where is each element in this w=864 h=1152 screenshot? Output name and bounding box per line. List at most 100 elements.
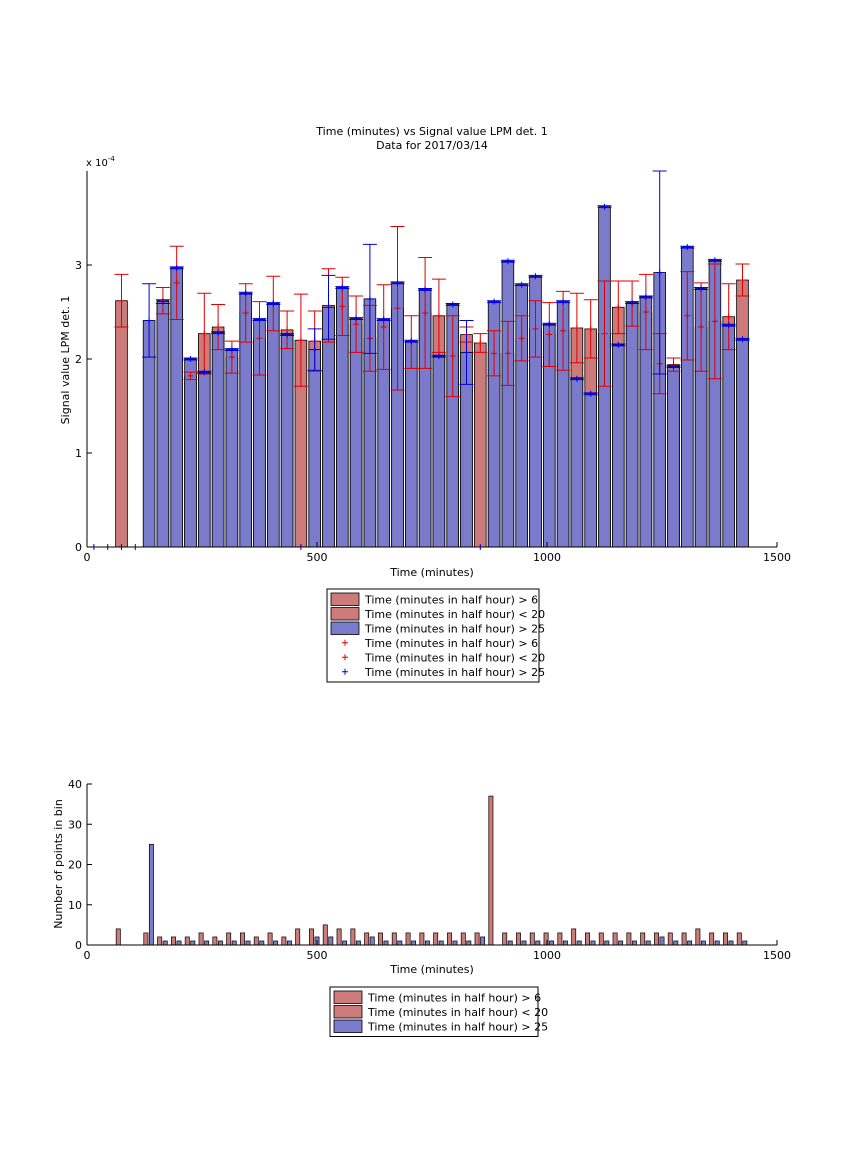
y-tick-label: 30 [68, 818, 82, 831]
bar [438, 940, 444, 946]
data-marker [739, 277, 746, 284]
bar [364, 932, 370, 946]
bar [273, 940, 279, 946]
bar [295, 928, 301, 946]
y-tick-label: 0 [75, 939, 82, 952]
chart-subtitle: Data for 2017/03/14 [376, 139, 488, 152]
bar [280, 334, 294, 548]
bar [328, 936, 334, 946]
data-marker [449, 301, 456, 308]
data-marker [532, 325, 539, 332]
bar [488, 795, 494, 946]
data-marker [394, 305, 401, 312]
data-marker [560, 327, 567, 334]
bar [659, 936, 665, 946]
data-marker [725, 322, 732, 329]
data-marker [242, 309, 249, 316]
data-marker [242, 290, 249, 297]
bar [115, 928, 121, 946]
data-marker [615, 341, 622, 348]
count-chart: 0 500 1000 1500 0 10 20 30 40 Time (minutes) Num… [52, 778, 791, 1037]
y-tick-label: 1 [75, 447, 82, 460]
bar [535, 940, 541, 946]
x-tick-label: 0 [84, 551, 91, 564]
legend-swatch [330, 592, 360, 606]
bar [245, 940, 251, 946]
legend-marker [342, 639, 348, 646]
legend-label: Time (minutes in half hour) < 20 [364, 608, 545, 621]
bar [217, 940, 223, 946]
data-marker [394, 279, 401, 286]
bar [584, 393, 597, 548]
data-marker [339, 284, 346, 291]
bar [557, 932, 563, 946]
data-marker [587, 325, 594, 332]
data-marker [504, 258, 511, 265]
bar [198, 932, 204, 946]
data-marker [325, 304, 332, 311]
x-tick-label: 0 [84, 949, 91, 962]
data-marker [532, 273, 539, 280]
legend-box [326, 588, 540, 683]
y-exponent-label: x 10-4 [86, 155, 115, 169]
bar [612, 932, 618, 946]
bar [322, 924, 328, 946]
data-marker [642, 293, 649, 300]
bar [253, 936, 259, 946]
bar [267, 303, 280, 548]
data-marker [573, 375, 580, 382]
bar [322, 306, 335, 548]
data-marker [146, 317, 153, 324]
data-marker [422, 286, 429, 293]
legend-label: Time (minutes in half hour) < 20 [367, 1006, 548, 1019]
data-marker [256, 335, 263, 342]
bar [225, 349, 239, 548]
data-marker [201, 369, 208, 376]
data-marker [353, 321, 360, 328]
bar [695, 928, 701, 946]
bar [176, 940, 182, 946]
data-marker [187, 372, 194, 379]
bar [640, 932, 646, 946]
bar [391, 932, 397, 946]
data-marker [491, 298, 498, 305]
bar [667, 366, 680, 548]
axes: 0 500 1000 1500 0 1 2 3 [75, 171, 791, 564]
data-marker [270, 300, 277, 307]
error-bars-group [90, 170, 750, 550]
data-marker [698, 324, 705, 331]
data-marker [380, 316, 387, 323]
bar [631, 940, 637, 946]
bar [432, 355, 446, 548]
bar [336, 928, 342, 946]
data-marker [518, 335, 525, 342]
data-marker [601, 203, 608, 210]
bar [576, 940, 582, 946]
data-marker [725, 313, 732, 320]
bar [709, 932, 715, 946]
legend-marker [342, 654, 348, 661]
bar [171, 936, 176, 946]
bar [722, 324, 735, 548]
x-tick-label: 500 [307, 551, 328, 564]
bar [736, 932, 742, 946]
signal-chart: Time (minutes) vs Signal value LPM det. … [59, 125, 791, 683]
bar [286, 940, 292, 946]
bar [184, 358, 197, 548]
data-marker [560, 298, 567, 305]
legend-label: Time (minutes in half hour) < 20 [364, 651, 545, 664]
data-marker [187, 356, 194, 362]
bar [281, 936, 287, 946]
data-marker [366, 295, 373, 302]
data-marker [629, 299, 636, 306]
legend-label: Time (minutes in half hour) > 25 [364, 622, 545, 635]
bar [383, 940, 389, 946]
bar [308, 349, 321, 548]
data-marker [587, 390, 594, 397]
bar [309, 928, 314, 946]
data-marker [159, 298, 166, 305]
bar [612, 344, 625, 548]
bar [645, 940, 651, 946]
